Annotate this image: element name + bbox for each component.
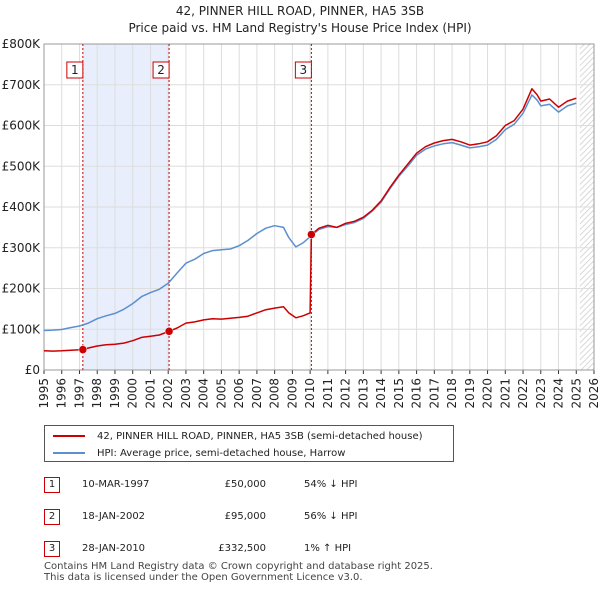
x-tick-label: 2000 [126,378,140,409]
plot-border [43,43,595,371]
x-tick-label: 2021 [498,378,512,409]
sale-marker-label-box: 3 [294,61,312,79]
y-tick-label: £600K [2,119,42,133]
transaction-row: 1 10-MAR-1997 £50,000 54% ↓ HPI [44,475,464,507]
x-tick-label: 2006 [232,378,246,409]
chart-title-block: 42, PINNER HILL ROAD, PINNER, HA5 3SB Pr… [0,0,600,37]
sale-marker-label-box: 2 [152,61,170,79]
x-tick-label: 2011 [321,378,335,409]
footer-attribution: Contains HM Land Registry data © Crown c… [44,561,433,583]
legend-swatch-property [53,435,85,437]
chart-legend: 42, PINNER HILL ROAD, PINNER, HA5 3SB (s… [44,425,454,462]
footer-line-2: This data is licensed under the Open Gov… [44,572,363,583]
sale-label-number: 1 [71,63,79,77]
sale-label-box [152,61,170,79]
sale-label-number: 3 [300,63,308,77]
price-chart: £0 £100K £200K £300K £400K £500K £600K £700K £80… [2,37,600,409]
transaction-price: £50,000 [224,479,266,490]
x-tick-label: 1997 [72,378,86,409]
x-tick-label: 2008 [268,378,282,409]
legend-item-hpi: HPI: Average price, semi-detached house,… [53,445,345,461]
footer-line-1: Contains HM Land Registry data © Crown c… [44,561,433,572]
y-tick-label: £0 [25,363,40,377]
property-price-line [43,88,577,352]
x-tick-label: 2002 [161,378,175,409]
x-tick-label: 2009 [285,378,299,409]
x-tick-label: 1996 [55,378,69,409]
transaction-number-badge: 3 [44,541,60,557]
x-tick-label: 1999 [108,378,122,409]
transaction-hpi-diff: 1% ↑ HPI [304,543,352,554]
legend-label-hpi: HPI: Average price, semi-detached house,… [97,447,346,459]
x-tick-label: 2023 [534,378,548,409]
sale-label-box [66,61,84,79]
y-tick-label: £800K [2,37,42,51]
transactions-table: 1 10-MAR-1997 £50,000 54% ↓ HPI 2 18-JAN… [44,475,464,571]
transaction-row: 2 18-JAN-2002 £95,000 56% ↓ HPI [44,507,464,539]
x-tick-label: 2012 [339,378,353,409]
transaction-date: 28-JAN-2010 [82,543,146,554]
y-tick-label: £200K [2,282,42,296]
transaction-number-badge: 2 [44,509,60,525]
sale-label-box [294,61,312,79]
y-tick-label: £300K [2,241,42,255]
transaction-hpi-diff: 56% ↓ HPI [304,511,358,522]
sale-marker-label-box: 1 [66,61,84,79]
x-tick-label: 2005 [214,378,228,409]
x-tick-label: 2015 [392,378,406,409]
transaction-date: 18-JAN-2002 [82,511,146,522]
x-tick-label: 2026 [587,378,600,409]
legend-item-property: 42, PINNER HILL ROAD, PINNER, HA5 3SB (s… [53,428,423,444]
x-tick-label: 2007 [250,378,264,409]
x-tick-label: 1998 [90,378,104,409]
x-tick-label: 2017 [427,378,441,409]
sale-point [164,327,174,336]
transaction-row: 3 28-JAN-2010 £332,500 1% ↑ HPI [44,539,464,571]
transaction-price: £95,000 [224,511,266,522]
x-tick-label: 2003 [179,378,193,409]
y-tick-label: £100K [2,322,42,336]
transaction-date: 10-MAR-1997 [82,479,150,490]
sale-label-number: 2 [157,63,165,77]
chart-subtitle: Price paid vs. HM Land Registry's House … [128,21,472,35]
x-tick-label: 2004 [197,378,211,409]
x-tick-label: 2014 [374,378,388,409]
sale-point [307,230,316,239]
legend-swatch-hpi [53,452,85,454]
transaction-number-badge: 1 [44,477,60,493]
x-tick-label: 2018 [445,378,459,409]
x-tick-label: 2025 [569,378,583,409]
x-tick-label: 2001 [143,378,157,409]
sale-point [78,345,88,354]
legend-label-property: 42, PINNER HILL ROAD, PINNER, HA5 3SB (s… [97,430,423,442]
x-tick-label: 1995 [37,378,51,409]
x-tick-label: 2016 [410,378,424,409]
x-tick-label: 2022 [516,378,530,409]
chart-title: 42, PINNER HILL ROAD, PINNER, HA5 3SB [175,4,425,18]
y-tick-label: £500K [2,159,42,173]
x-tick-label: 2019 [463,378,477,409]
y-tick-label: £700K [2,78,42,92]
x-tick-label: 2010 [303,378,317,409]
transaction-price: £332,500 [218,543,266,554]
y-tick-label: £400K [2,200,42,214]
x-tick-label: 2024 [552,378,566,409]
transaction-hpi-diff: 54% ↓ HPI [304,479,358,490]
x-tick-label: 2020 [481,378,495,409]
x-tick-label: 2013 [356,378,370,409]
